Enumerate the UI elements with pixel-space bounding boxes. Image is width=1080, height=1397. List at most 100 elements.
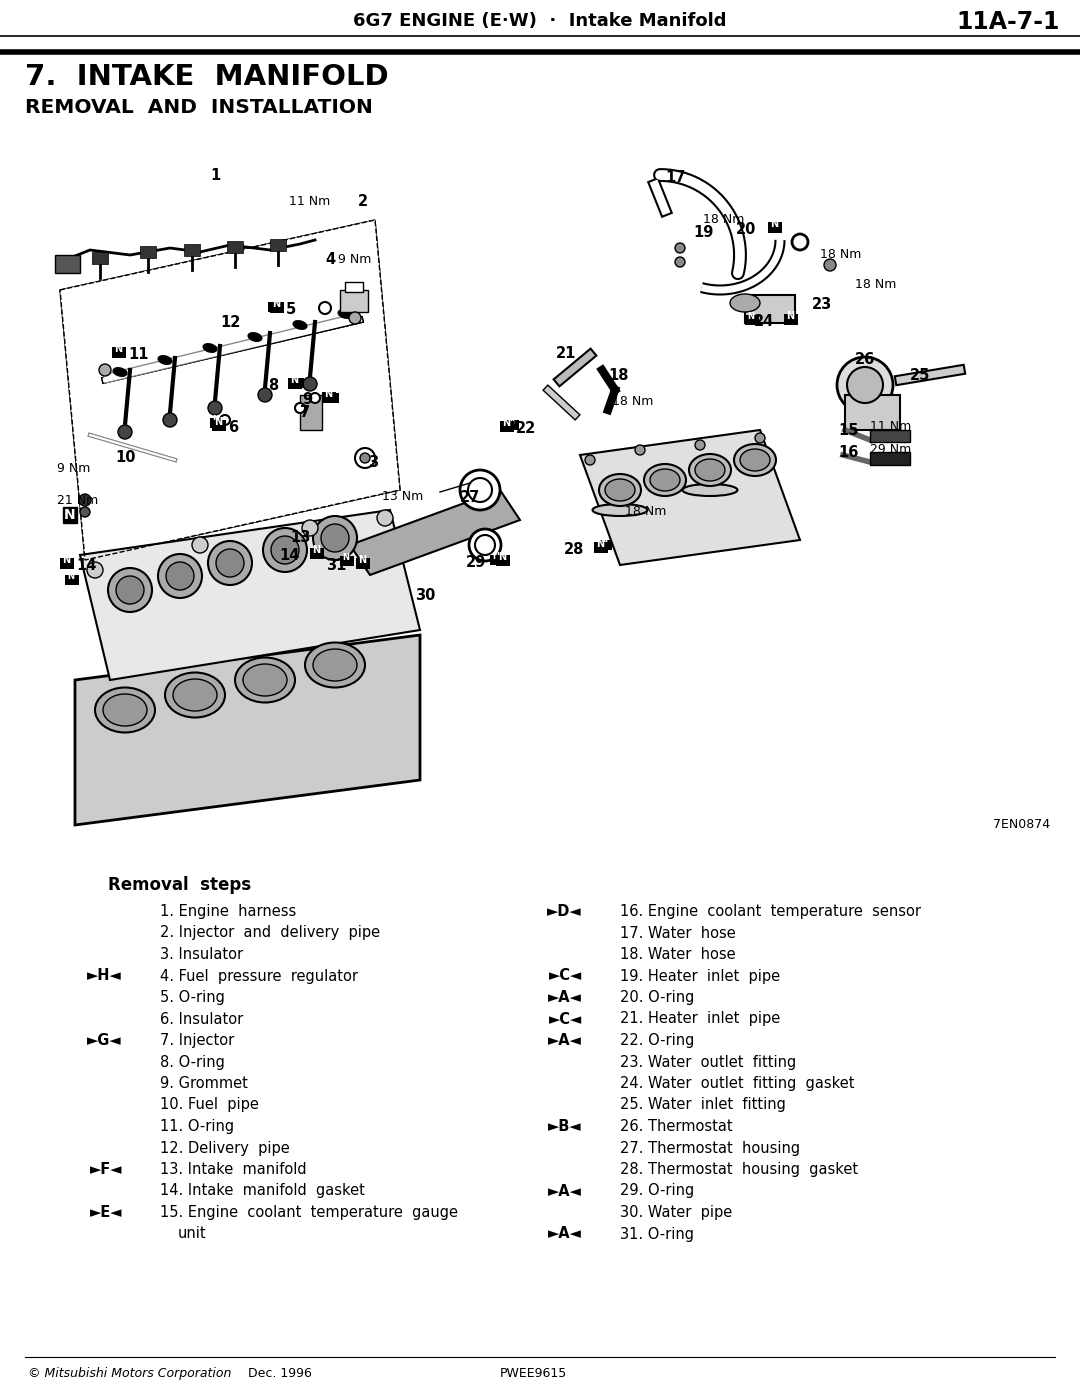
Circle shape: [310, 393, 320, 402]
Text: 23: 23: [812, 298, 833, 312]
Text: unit: unit: [178, 1227, 206, 1242]
Text: 29. O-ring: 29. O-ring: [620, 1183, 694, 1199]
Text: 14: 14: [280, 548, 300, 563]
Polygon shape: [80, 510, 420, 680]
Circle shape: [313, 515, 357, 560]
Ellipse shape: [740, 448, 770, 471]
Text: 15: 15: [838, 423, 859, 439]
Text: 14: 14: [76, 557, 96, 573]
Text: 20: 20: [735, 222, 756, 237]
Bar: [745, 295, 795, 323]
Text: 7EN0874: 7EN0874: [993, 819, 1050, 831]
Bar: [92, 251, 108, 264]
Text: 25: 25: [910, 367, 930, 383]
Text: ►A◄: ►A◄: [549, 1032, 582, 1048]
Ellipse shape: [650, 469, 680, 490]
Circle shape: [319, 302, 330, 314]
Ellipse shape: [165, 672, 225, 718]
Ellipse shape: [158, 356, 172, 365]
Bar: [112, 346, 126, 358]
Text: 18 Nm: 18 Nm: [703, 212, 744, 226]
Text: 26. Thermostat: 26. Thermostat: [620, 1119, 732, 1134]
Text: 1: 1: [210, 168, 220, 183]
Bar: [212, 420, 226, 432]
Text: ►G◄: ►G◄: [87, 1032, 122, 1048]
Text: 25. Water  inlet  fitting: 25. Water inlet fitting: [620, 1098, 786, 1112]
Circle shape: [837, 358, 893, 414]
Text: 18: 18: [608, 367, 629, 383]
Text: 14. Intake  manifold  gasket: 14. Intake manifold gasket: [160, 1183, 365, 1199]
Ellipse shape: [338, 310, 352, 319]
Text: ►B◄: ►B◄: [549, 1119, 582, 1134]
Circle shape: [116, 576, 144, 604]
Ellipse shape: [644, 464, 686, 496]
Text: 21: 21: [556, 346, 577, 360]
Text: ►A◄: ►A◄: [549, 990, 582, 1004]
Circle shape: [355, 448, 375, 468]
Circle shape: [349, 312, 361, 324]
Bar: [325, 393, 339, 402]
Ellipse shape: [203, 344, 217, 352]
Text: Removal  steps: Removal steps: [108, 876, 252, 894]
Text: N: N: [786, 312, 794, 321]
Text: 9: 9: [302, 393, 312, 407]
Text: N: N: [67, 571, 75, 581]
Circle shape: [360, 453, 370, 462]
Bar: [870, 453, 910, 465]
Polygon shape: [60, 219, 400, 560]
Circle shape: [192, 536, 208, 553]
Text: 7. Injector: 7. Injector: [160, 1032, 234, 1048]
Bar: [184, 244, 200, 256]
Ellipse shape: [599, 474, 642, 506]
Text: 15. Engine  coolant  temperature  gauge: 15. Engine coolant temperature gauge: [160, 1206, 458, 1220]
Text: N: N: [324, 388, 333, 400]
Text: 21 Nm: 21 Nm: [57, 495, 98, 507]
Ellipse shape: [605, 479, 635, 502]
Bar: [112, 348, 126, 358]
Text: N: N: [270, 299, 276, 307]
Circle shape: [469, 529, 501, 562]
Text: N: N: [342, 553, 349, 562]
Text: N: N: [312, 545, 320, 555]
Circle shape: [460, 469, 500, 510]
Text: N: N: [747, 312, 754, 321]
Ellipse shape: [95, 687, 156, 732]
Text: 18 Nm: 18 Nm: [820, 249, 862, 261]
Bar: [870, 430, 910, 441]
Circle shape: [166, 562, 194, 590]
Bar: [310, 548, 324, 559]
Text: N: N: [502, 418, 510, 427]
Text: 27. Thermostat  housing: 27. Thermostat housing: [620, 1140, 800, 1155]
Text: 8: 8: [268, 379, 278, 393]
Circle shape: [635, 446, 645, 455]
Circle shape: [377, 510, 393, 527]
Ellipse shape: [689, 454, 731, 486]
Circle shape: [468, 478, 492, 502]
Circle shape: [108, 569, 152, 612]
Circle shape: [675, 257, 685, 267]
Polygon shape: [75, 636, 420, 826]
Circle shape: [208, 541, 252, 585]
Text: 2. Injector  and  delivery  pipe: 2. Injector and delivery pipe: [160, 925, 380, 940]
Circle shape: [792, 235, 808, 250]
Circle shape: [118, 425, 132, 439]
Text: 12. Delivery  pipe: 12. Delivery pipe: [160, 1140, 289, 1155]
Bar: [60, 557, 75, 569]
Bar: [227, 242, 243, 253]
Ellipse shape: [734, 444, 777, 476]
Bar: [340, 291, 368, 312]
Text: N: N: [292, 374, 299, 384]
Text: 18. Water  hose: 18. Water hose: [620, 947, 735, 963]
Text: 17: 17: [665, 170, 686, 184]
Text: 28: 28: [564, 542, 584, 557]
Text: 16: 16: [838, 446, 859, 460]
Ellipse shape: [305, 643, 365, 687]
Bar: [65, 576, 79, 585]
Text: N: N: [212, 415, 219, 425]
Bar: [490, 555, 504, 564]
Bar: [594, 542, 608, 553]
Text: 29: 29: [465, 555, 486, 570]
Ellipse shape: [243, 664, 287, 696]
Text: ►A◄: ►A◄: [549, 1227, 582, 1242]
Bar: [300, 395, 322, 430]
